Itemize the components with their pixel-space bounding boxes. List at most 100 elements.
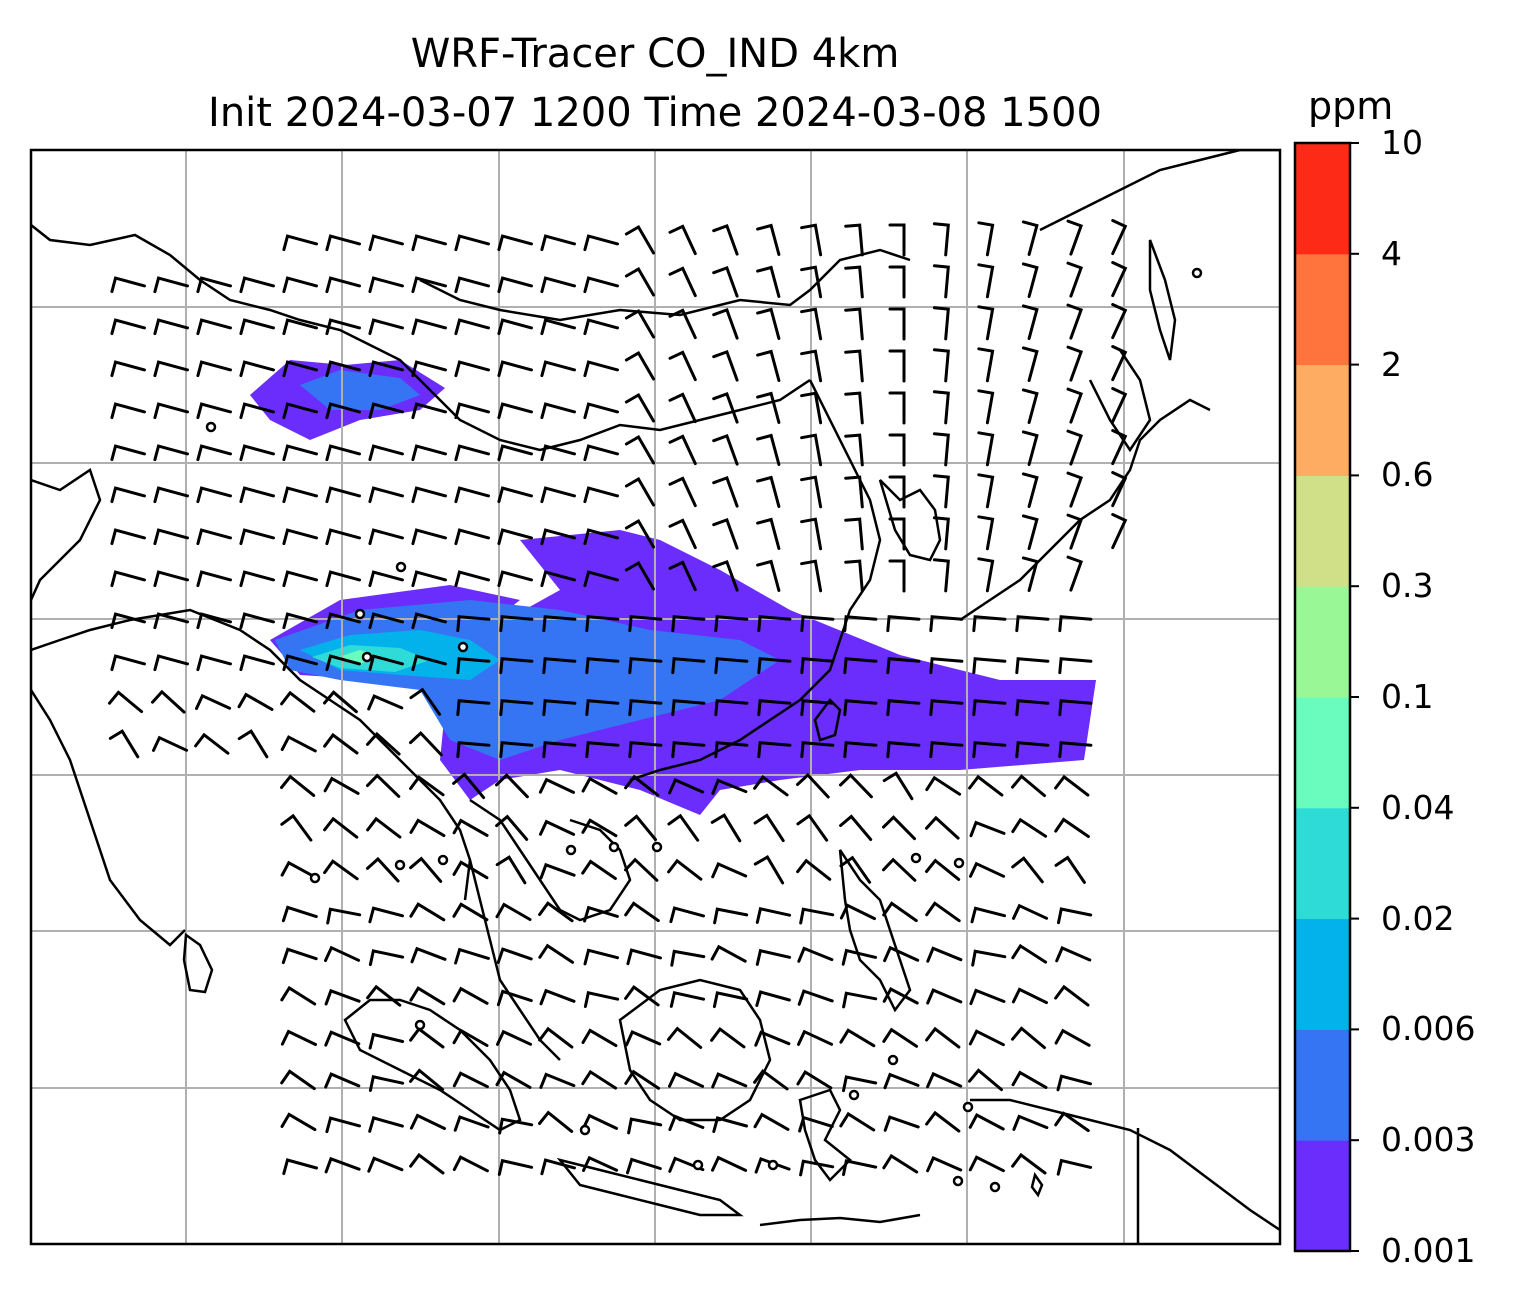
wind-barb	[239, 276, 275, 294]
wind-barb	[1066, 429, 1084, 466]
wind-barb	[668, 778, 705, 795]
sumatra	[343, 998, 522, 1132]
wind-barb	[239, 570, 275, 588]
wind-barb	[152, 735, 189, 752]
wind-barb	[624, 560, 655, 591]
wind-barb	[977, 221, 995, 257]
wind-barb	[539, 1072, 576, 1089]
wind-barb	[671, 615, 706, 633]
wind-barb	[366, 984, 402, 1007]
wind-barb	[239, 612, 275, 630]
wind-barb	[454, 402, 490, 420]
wind-barb	[282, 486, 318, 504]
wind-barb	[497, 402, 533, 420]
wind-barb	[844, 517, 864, 551]
map-subtitle: Init 2024-03-07 1200 Time 2024-03-08 150…	[208, 90, 1102, 136]
wind-barb	[583, 570, 619, 588]
wind-barb	[583, 444, 619, 462]
wind-barb	[452, 860, 489, 880]
wind-barb	[497, 360, 533, 378]
wind-barb	[711, 1072, 748, 1089]
wind-barb	[925, 1110, 961, 1133]
wind-barb	[583, 360, 619, 378]
wind-barb	[888, 517, 906, 551]
wind-barb	[932, 348, 950, 383]
wind-barb	[495, 855, 527, 885]
wind-barb	[797, 946, 834, 963]
wind-barb	[968, 774, 1004, 797]
wind-barb	[239, 654, 275, 672]
wind-barb	[282, 1158, 318, 1175]
wind-barb	[110, 654, 146, 672]
wind-barb	[800, 615, 835, 633]
wind-barb	[411, 528, 447, 546]
wind-barb	[929, 741, 964, 759]
wind-barb	[668, 518, 697, 550]
wind-barb	[756, 475, 781, 508]
colorbar-tick-label: 0.04	[1381, 787, 1455, 827]
wind-barb	[624, 774, 660, 797]
wind-barb	[888, 475, 906, 509]
wind-barb	[367, 1156, 404, 1173]
wind-barb	[711, 778, 748, 795]
china-east-coast	[629, 379, 882, 782]
wind-barb	[1111, 387, 1128, 424]
wind-barb	[237, 729, 269, 759]
wind-barb	[282, 276, 318, 294]
wind-barb	[977, 431, 995, 467]
wind-barb	[538, 943, 574, 964]
wind-barb	[800, 391, 823, 425]
wind-barb	[839, 1028, 876, 1048]
wind-barb	[800, 559, 823, 593]
wind-barb	[280, 774, 316, 797]
wind-barb	[280, 860, 317, 879]
wind-barb	[324, 1030, 361, 1047]
wind-barb	[411, 234, 447, 252]
wind-barb	[581, 1028, 618, 1048]
wind-barb	[925, 858, 961, 881]
wind-barb	[796, 858, 832, 881]
wind-barb	[239, 360, 275, 378]
wind-barb	[886, 741, 921, 759]
colorbar-unit-label: ppm	[1308, 84, 1394, 128]
wind-barb	[454, 276, 490, 294]
wind-barb	[110, 276, 146, 294]
wind-barb	[409, 687, 442, 716]
wind-barb	[886, 657, 921, 675]
wind-barb	[110, 570, 146, 588]
wind-barb	[1012, 903, 1049, 920]
wind-barb	[1055, 946, 1092, 963]
wind-barb	[888, 223, 906, 257]
russia-far-east	[1039, 150, 1280, 232]
wind-barb	[452, 1028, 489, 1047]
wind-barb	[667, 1026, 703, 1049]
wind-barb	[499, 741, 534, 759]
wind-barb	[454, 360, 490, 378]
wind-barb	[670, 949, 706, 967]
wind-barb	[842, 991, 878, 1009]
wind-barb	[1058, 657, 1093, 675]
wind-barb	[1066, 261, 1084, 298]
sakhalin	[1148, 239, 1177, 361]
wind-barb	[839, 814, 873, 841]
wind-barb	[667, 813, 700, 842]
wind-barb	[585, 699, 620, 717]
wind-barb	[499, 657, 534, 675]
wind-barb	[757, 615, 792, 633]
wind-barb	[366, 773, 401, 798]
wind-barb	[454, 570, 490, 588]
wind-barb	[497, 234, 533, 252]
wind-barb	[411, 318, 447, 336]
wind-barb	[409, 902, 446, 922]
new-guinea	[970, 1098, 1280, 1232]
wind-barb	[971, 949, 1007, 967]
wind-barb	[323, 816, 359, 839]
wind-barb	[882, 986, 919, 1005]
wind-barb	[925, 901, 961, 923]
wind-barb	[1011, 987, 1048, 1005]
wind-barb	[714, 699, 749, 717]
colorbar-tick-label: 4	[1381, 233, 1402, 273]
wind-barb	[411, 402, 447, 420]
wind-barb	[280, 1029, 317, 1046]
wind-barb	[540, 1158, 576, 1176]
